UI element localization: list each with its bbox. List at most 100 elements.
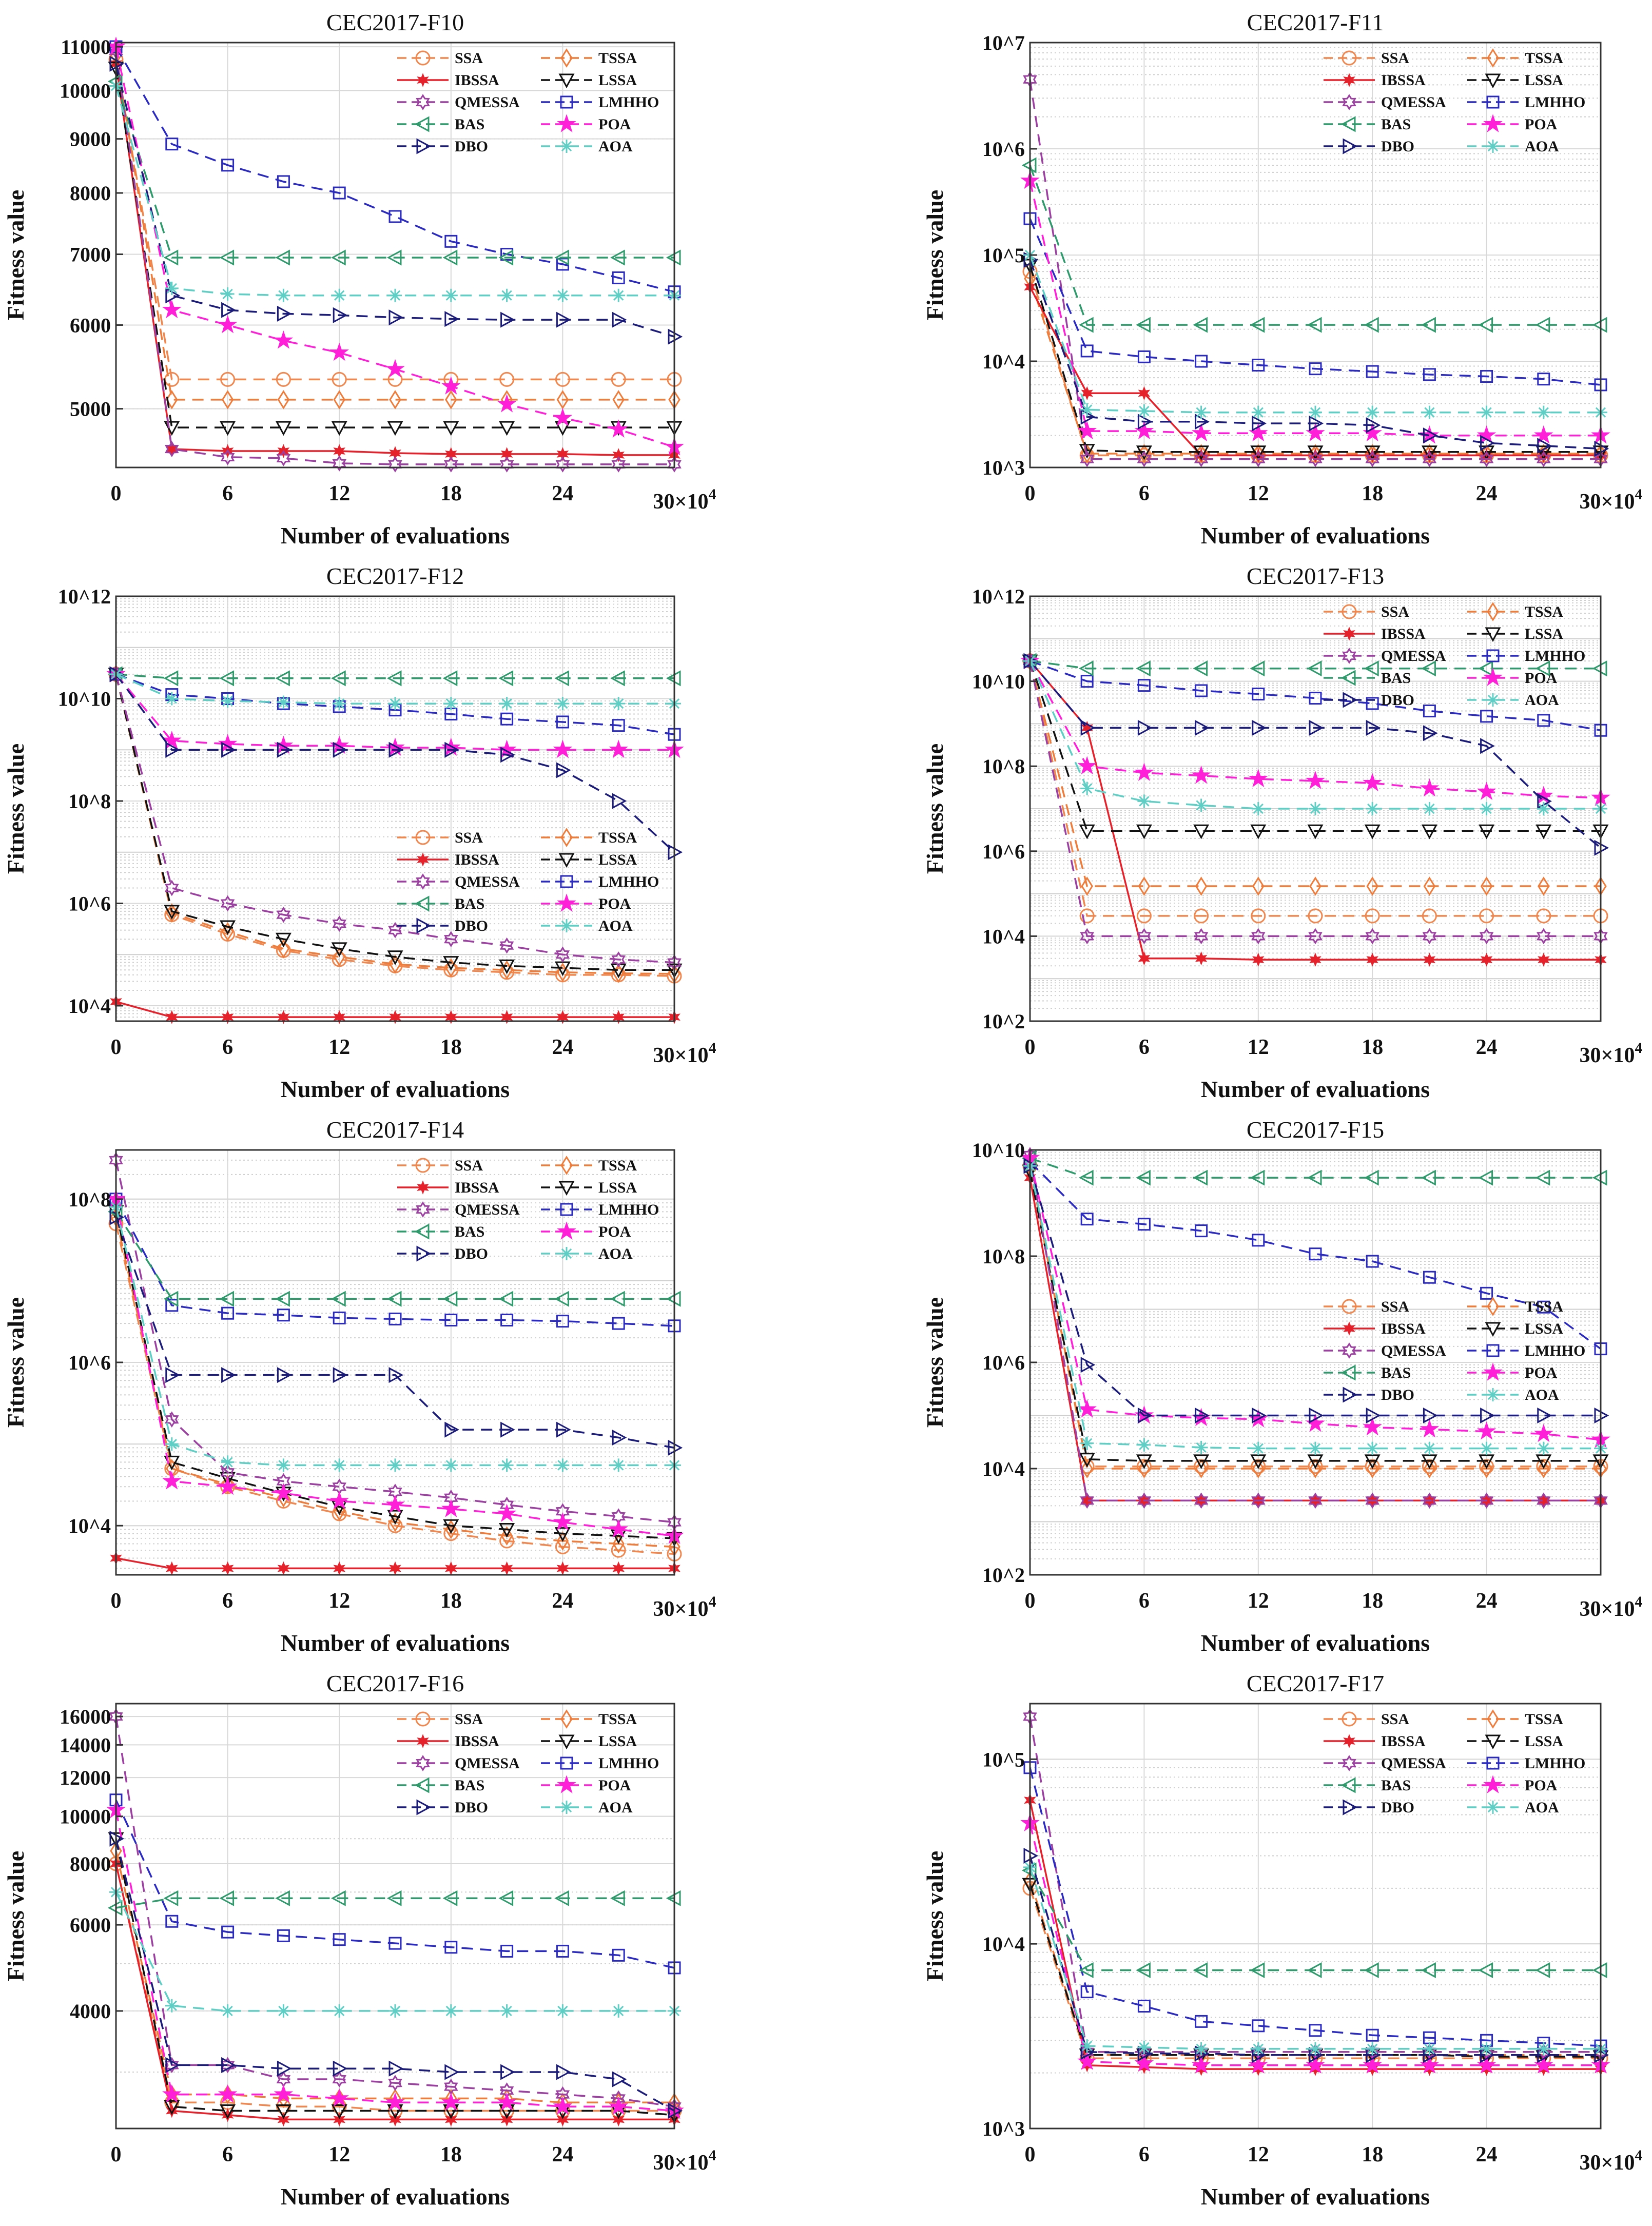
legend-item-tssa: TSSA bbox=[1467, 1709, 1563, 1729]
legend-marker-icon bbox=[416, 1245, 432, 1262]
data-point-tssa bbox=[1195, 1459, 1208, 1478]
legend-marker-icon bbox=[417, 73, 429, 87]
data-point-bas bbox=[1535, 660, 1550, 677]
x-axis-label: Number of evaluations bbox=[1201, 1076, 1430, 1102]
data-point-dbo bbox=[333, 1367, 348, 1383]
data-point-lmhho bbox=[1309, 1247, 1322, 1261]
y-tick-label: 10^8 bbox=[68, 1188, 111, 1211]
legend-item-ibssa: IBSSA bbox=[1324, 1733, 1426, 1750]
data-point-lmhho bbox=[556, 715, 569, 729]
legend-item-lmhho: LMHHO bbox=[1467, 1755, 1585, 1772]
data-point-ibssa bbox=[612, 1561, 625, 1576]
y-tick-label: 10^4 bbox=[982, 1932, 1025, 1956]
x-tick-label: 6 bbox=[1139, 482, 1150, 505]
data-point-poa bbox=[1134, 2053, 1154, 2072]
data-point-aoa bbox=[1423, 405, 1436, 419]
data-point-bas bbox=[1079, 1962, 1094, 1979]
data-point-poa bbox=[1533, 2055, 1553, 2074]
data-point-ssa bbox=[332, 372, 347, 387]
chart-title: CEC2017-F13 bbox=[1247, 563, 1384, 589]
data-point-lmhho bbox=[1195, 2015, 1208, 2028]
y-axis-label: Fitness value bbox=[922, 744, 948, 874]
y-tick-label: 16000 bbox=[60, 1705, 111, 1728]
data-point-aoa bbox=[277, 695, 290, 709]
legend-label: QMESSA bbox=[1381, 1755, 1446, 1772]
data-point-lssa bbox=[164, 2100, 180, 2115]
data-point-bas bbox=[1478, 317, 1493, 333]
legend-label: TSSA bbox=[1525, 1298, 1563, 1315]
data-point-dbo bbox=[556, 311, 571, 328]
legend-item-poa: POA bbox=[541, 1775, 631, 1794]
data-point-qmessa bbox=[388, 2075, 402, 2092]
data-point-dbo bbox=[556, 2064, 571, 2080]
legend-item-lssa: LSSA bbox=[1467, 1320, 1563, 1337]
legend-marker-icon bbox=[1343, 1387, 1358, 1403]
data-point-ibssa bbox=[500, 447, 513, 461]
y-tick-label: 5000 bbox=[70, 398, 111, 421]
data-point-lmhho bbox=[1537, 714, 1550, 727]
data-point-lssa bbox=[275, 932, 291, 948]
data-point-lssa bbox=[1250, 445, 1267, 460]
data-point-ibssa bbox=[500, 1561, 513, 1576]
data-point-lssa bbox=[331, 2104, 347, 2119]
data-point-dbo bbox=[1366, 417, 1381, 434]
data-point-qmessa bbox=[332, 915, 346, 932]
legend-label: SSA bbox=[455, 1711, 483, 1728]
data-point-dbo bbox=[556, 1421, 571, 1438]
data-point-lmhho bbox=[612, 271, 625, 284]
legend-marker-icon bbox=[1486, 1756, 1500, 1770]
data-point-dbo bbox=[277, 741, 292, 758]
legend-item-ssa: SSA bbox=[397, 829, 483, 846]
x-tick-label: 30×104 bbox=[1580, 486, 1643, 514]
data-point-aoa bbox=[388, 697, 402, 711]
data-point-tssa bbox=[556, 2093, 569, 2113]
series-line-dbo bbox=[1029, 660, 1602, 849]
data-point-dbo bbox=[444, 2064, 459, 2080]
x-tick-label: 30×104 bbox=[653, 1593, 716, 1621]
data-point-poa bbox=[162, 730, 182, 749]
x-tick-label: 12 bbox=[328, 1036, 350, 1059]
data-point-tssa bbox=[1480, 876, 1493, 896]
data-point-lssa bbox=[1250, 824, 1267, 839]
y-tick-label: 10^10 bbox=[972, 670, 1025, 693]
data-point-bas bbox=[386, 670, 402, 687]
series-qmessa bbox=[109, 1708, 682, 2115]
data-point-dbo bbox=[1480, 1407, 1495, 1424]
data-point-lssa bbox=[387, 1510, 403, 1525]
data-point-aoa bbox=[1309, 2042, 1322, 2056]
legend-marker-icon bbox=[1343, 1799, 1358, 1815]
legend-item-ibssa: IBSSA bbox=[1324, 72, 1426, 89]
legend-label: BAS bbox=[1381, 1777, 1411, 1794]
data-point-dbo bbox=[333, 741, 348, 758]
data-point-qmessa bbox=[444, 456, 458, 473]
legend-label: LMHHO bbox=[1525, 1755, 1585, 1772]
data-point-tssa bbox=[612, 390, 625, 409]
data-point-lmhho bbox=[1252, 2019, 1265, 2033]
x-tick-label: 6 bbox=[1139, 2143, 1150, 2166]
legend-item-qmessa: QMESSA bbox=[1324, 94, 1446, 111]
series-line-lssa bbox=[115, 674, 674, 971]
data-point-qmessa bbox=[1479, 451, 1494, 467]
data-point-aoa bbox=[1194, 798, 1208, 812]
x-axis-label: Number of evaluations bbox=[1201, 2183, 1430, 2210]
data-point-dbo bbox=[612, 1429, 627, 1446]
data-point-aoa bbox=[444, 288, 458, 302]
legend-marker-icon bbox=[1340, 1364, 1356, 1381]
legend-label: IBSSA bbox=[455, 851, 499, 868]
data-point-bas bbox=[1250, 1169, 1265, 1186]
legend-label: IBSSA bbox=[455, 1179, 499, 1196]
x-tick-label: 24 bbox=[552, 2143, 573, 2166]
data-point-aoa bbox=[1251, 802, 1265, 815]
data-point-qmessa bbox=[276, 450, 291, 466]
data-point-aoa bbox=[556, 697, 570, 711]
data-point-aoa bbox=[556, 2004, 570, 2018]
data-point-poa bbox=[385, 359, 405, 378]
data-point-qmessa bbox=[1137, 451, 1152, 467]
data-point-lmhho bbox=[1366, 697, 1379, 710]
data-point-lmhho bbox=[1137, 679, 1151, 692]
data-point-lssa bbox=[554, 1527, 571, 1542]
data-point-lssa bbox=[499, 959, 515, 974]
y-tick-label: 10000 bbox=[60, 79, 111, 102]
y-axis-label: Fitness value bbox=[922, 190, 948, 320]
data-point-dbo bbox=[556, 762, 571, 778]
